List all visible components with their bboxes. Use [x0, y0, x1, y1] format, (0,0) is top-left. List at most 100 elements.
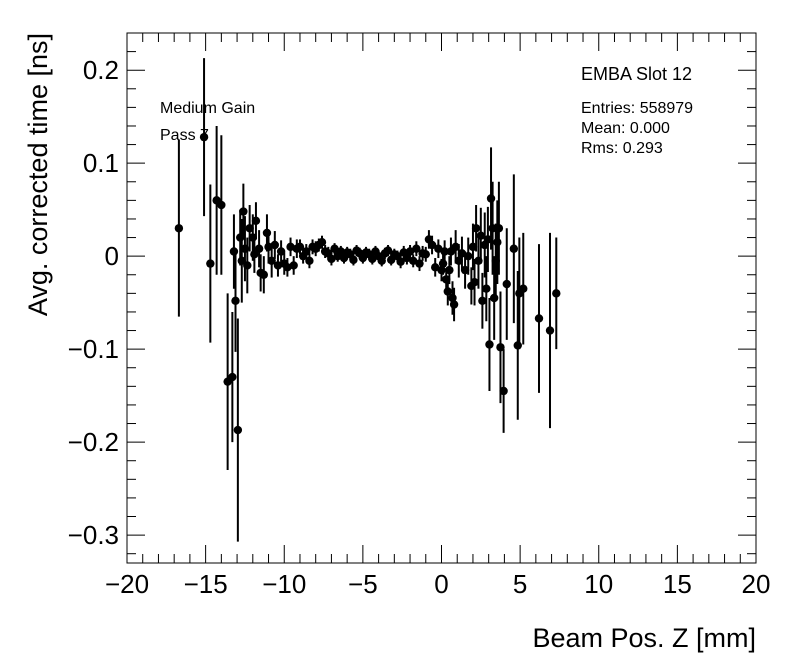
- x-tick-label: −5: [348, 569, 378, 599]
- data-marker: [509, 244, 519, 253]
- x-tick-label: 20: [742, 569, 771, 599]
- data-point: [485, 298, 494, 391]
- y-tick-label: 0: [105, 241, 119, 271]
- data-marker: [483, 235, 493, 244]
- data-marker: [267, 256, 276, 266]
- data-marker: [415, 259, 424, 268]
- data-marker: [239, 207, 248, 216]
- data-marker: [408, 256, 418, 266]
- data-marker: [513, 341, 522, 350]
- data-marker: [502, 279, 511, 289]
- y-tick-label: −0.3: [68, 520, 119, 550]
- data-point: [457, 236, 467, 271]
- data-point: [509, 174, 519, 324]
- data-point: [330, 243, 339, 255]
- data-point: [494, 181, 504, 275]
- data-marker: [305, 256, 314, 266]
- data-point: [327, 252, 336, 266]
- y-tick-label: −0.1: [68, 334, 119, 364]
- data-point: [534, 244, 544, 393]
- data-marker: [451, 242, 460, 252]
- data-marker: [440, 247, 449, 256]
- data-marker: [396, 257, 405, 266]
- data-point: [478, 272, 487, 329]
- data-marker: [431, 263, 440, 272]
- data-marker: [349, 255, 358, 265]
- data-point: [552, 237, 561, 350]
- data-point: [471, 205, 481, 252]
- data-point: [412, 241, 421, 257]
- data-marker: [289, 261, 298, 270]
- data-point: [250, 235, 259, 273]
- chart-title: EMBA Slot 12: [581, 64, 692, 84]
- data-marker: [519, 284, 528, 293]
- pass-label: Pass 7: [160, 127, 209, 144]
- data-marker: [302, 247, 311, 256]
- data-marker: [233, 425, 243, 435]
- x-tick-label: 5: [513, 569, 527, 599]
- data-point: [499, 349, 508, 433]
- data-marker: [545, 326, 555, 335]
- x-axis-title: Beam Pos. Z [mm]: [532, 623, 756, 653]
- x-tick-label: 0: [434, 569, 448, 599]
- data-marker: [327, 254, 336, 264]
- data-marker: [206, 259, 215, 268]
- data-point: [443, 277, 452, 306]
- x-tick-label: −20: [105, 569, 149, 599]
- data-point: [468, 223, 478, 271]
- data-marker: [485, 340, 494, 349]
- data-marker: [482, 284, 491, 293]
- data-marker: [270, 240, 280, 250]
- x-tick-label: 10: [584, 569, 613, 599]
- data-marker: [377, 256, 386, 266]
- data-point: [421, 246, 430, 262]
- x-tick-label: −10: [262, 569, 306, 599]
- data-marker: [245, 224, 254, 233]
- gain-label: Medium Gain: [160, 100, 255, 117]
- data-point: [243, 237, 252, 294]
- data-point: [496, 291, 505, 404]
- data-point: [251, 202, 261, 240]
- data-point: [519, 232, 528, 345]
- data-marker: [383, 246, 393, 255]
- data-point: [245, 205, 254, 252]
- data-marker: [295, 242, 305, 252]
- data-point: [483, 206, 493, 272]
- data-point: [305, 253, 314, 269]
- plot-frame: [126, 32, 757, 564]
- data-point: [336, 245, 346, 258]
- x-tick-label: −15: [184, 569, 228, 599]
- data-marker: [336, 247, 346, 256]
- data-marker: [438, 259, 448, 268]
- data-marker: [443, 287, 452, 296]
- data-marker: [259, 270, 269, 279]
- data-point: [199, 58, 209, 217]
- data-marker: [471, 224, 481, 233]
- data-marker: [427, 240, 437, 250]
- data-marker: [476, 231, 486, 240]
- data-point: [317, 235, 327, 249]
- data-marker: [445, 265, 454, 275]
- data-marker: [330, 244, 339, 253]
- data-point: [368, 253, 377, 265]
- data-marker: [229, 247, 239, 256]
- data-marker: [262, 228, 272, 238]
- data-point: [302, 244, 311, 259]
- axis-tick-labels: −20 −15 −10 −5 0 5 10 15 20 −0.3 −0.2 −0.1 0 0.1 0.2: [68, 55, 771, 599]
- data-marker: [250, 250, 259, 259]
- data-point: [445, 256, 454, 285]
- data-point: [267, 244, 276, 278]
- data-point: [449, 287, 459, 322]
- data-point: [431, 258, 440, 277]
- data-marker: [457, 249, 467, 258]
- data-point: [408, 254, 418, 268]
- data-point: [228, 311, 237, 443]
- data-point: [396, 255, 405, 269]
- data-point: [502, 228, 511, 340]
- data-point: [383, 245, 393, 257]
- data-marker: [174, 224, 184, 233]
- data-point: [464, 237, 473, 275]
- data-marker: [486, 194, 496, 203]
- data-marker: [231, 296, 240, 305]
